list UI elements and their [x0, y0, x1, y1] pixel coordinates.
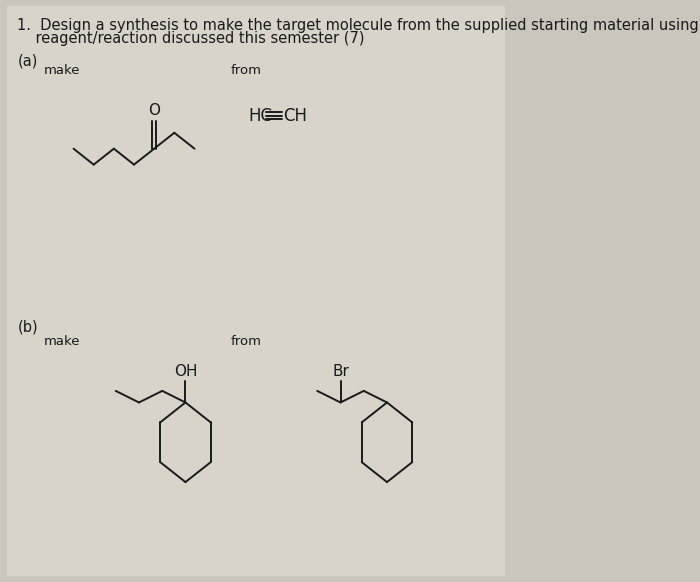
Text: Br: Br	[332, 364, 349, 378]
Text: 1.  Design a synthesis to make the target molecule from the supplied starting ma: 1. Design a synthesis to make the target…	[18, 18, 700, 33]
Text: reagent/reaction discussed this semester (7): reagent/reaction discussed this semester…	[18, 31, 365, 46]
Text: HC: HC	[248, 107, 273, 125]
Text: OH: OH	[174, 364, 197, 378]
Text: (b): (b)	[18, 320, 38, 335]
Text: CH: CH	[283, 107, 307, 125]
Text: make: make	[43, 64, 80, 77]
Text: from: from	[230, 64, 262, 77]
Text: (a): (a)	[18, 53, 38, 68]
Text: O: O	[148, 103, 160, 118]
Text: make: make	[43, 335, 80, 348]
Text: from: from	[230, 335, 262, 348]
